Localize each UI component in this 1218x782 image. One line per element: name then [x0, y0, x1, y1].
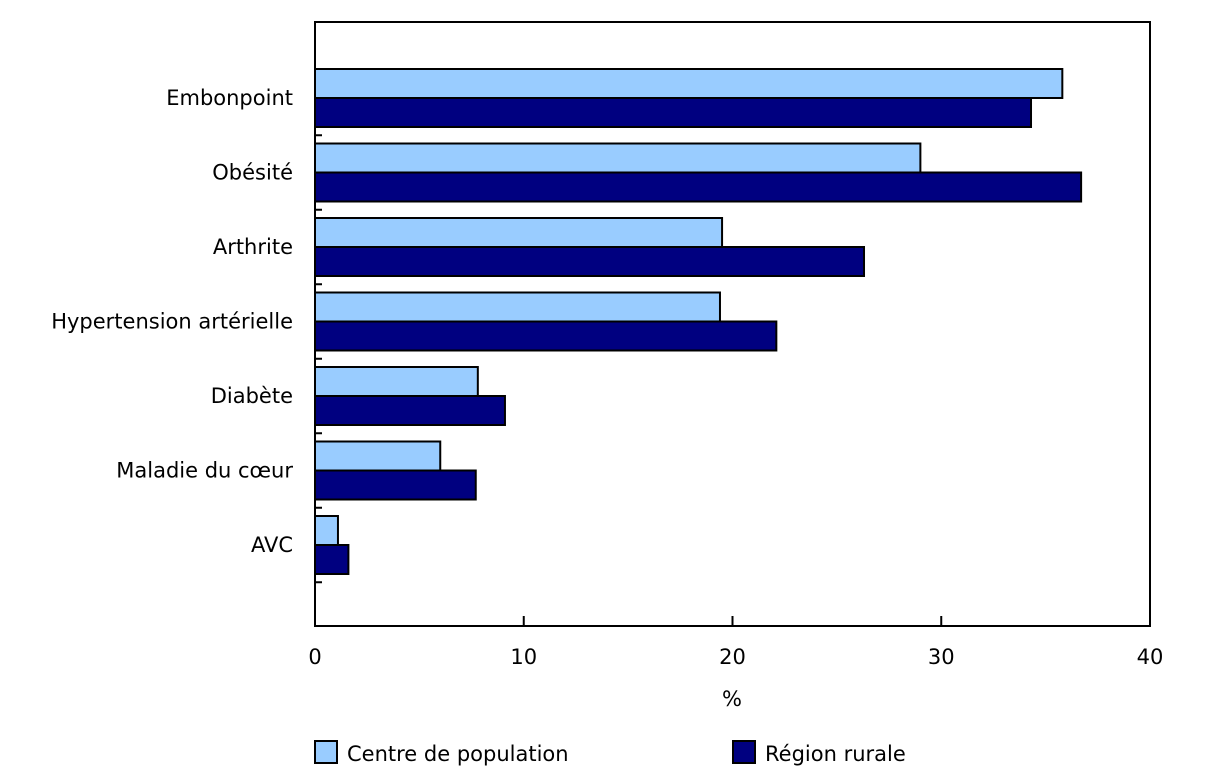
- bar-centre: [314, 291, 721, 323]
- legend-label-centre: Centre de population: [347, 742, 569, 766]
- bar-rurale: [314, 544, 350, 575]
- legend-swatch-rurale: [732, 740, 756, 764]
- bar-rurale: [314, 320, 778, 352]
- bar-rurale: [314, 97, 1033, 128]
- x-tick-label: 10: [510, 645, 537, 669]
- bar-rurale: [314, 469, 477, 501]
- bar-rurale: [314, 171, 1083, 203]
- bar-centre: [314, 142, 922, 174]
- bar-centre: [314, 217, 724, 248]
- x-tick-label: 40: [1137, 645, 1164, 669]
- category-label: Maladie du cœur: [116, 459, 293, 483]
- bar-rurale: [314, 246, 866, 277]
- bar-centre: [314, 515, 339, 546]
- bar-centre: [314, 440, 442, 472]
- category-label: Obésité: [212, 161, 293, 185]
- bar-rurale: [314, 395, 506, 426]
- category-label: Diabète: [211, 384, 293, 408]
- category-label: Arthrite: [213, 235, 293, 259]
- category-label: Hypertension artérielle: [51, 310, 293, 334]
- legend-swatch-centre: [314, 740, 338, 764]
- bar-centre: [314, 68, 1064, 99]
- category-label: AVC: [251, 533, 293, 557]
- category-label: Embonpoint: [166, 86, 293, 110]
- x-tick-label: 20: [719, 645, 746, 669]
- x-tick-label: 0: [308, 645, 321, 669]
- legend-label-rurale: Région rurale: [765, 742, 906, 766]
- bar-centre: [314, 366, 479, 397]
- x-axis-label: %: [722, 687, 742, 711]
- x-tick-label: 30: [928, 645, 955, 669]
- legend: Centre de population Région rurale: [314, 740, 906, 766]
